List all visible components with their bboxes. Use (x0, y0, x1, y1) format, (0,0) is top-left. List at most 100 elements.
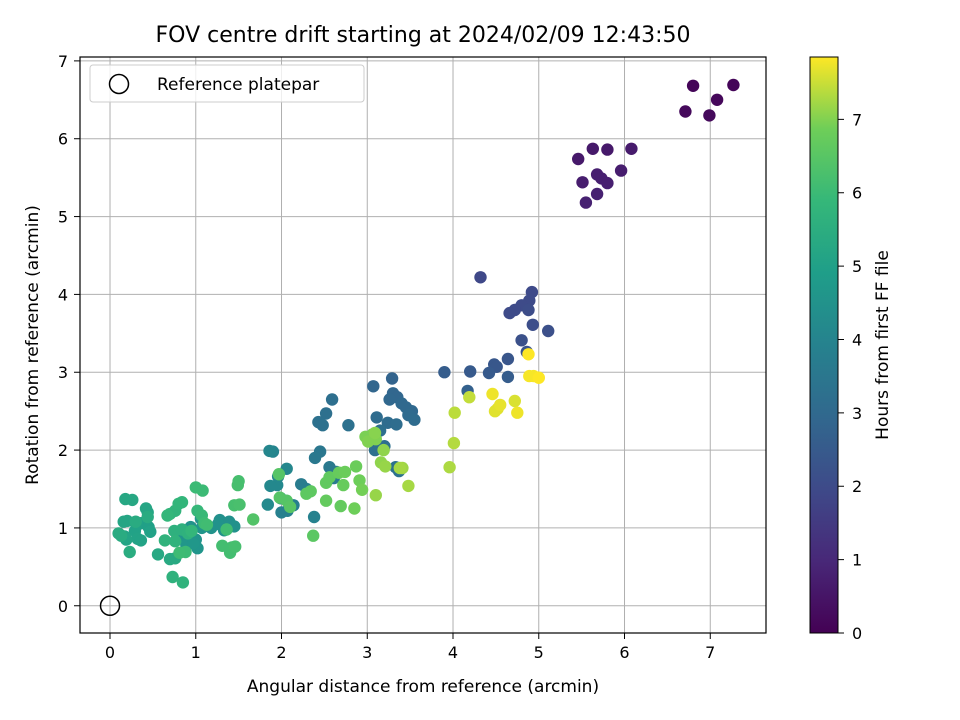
data-point (710, 93, 724, 107)
data-point (393, 461, 406, 475)
data-point (368, 443, 382, 457)
data-point (141, 510, 154, 524)
legend: Reference platepar (89, 64, 365, 103)
data-point (370, 411, 383, 424)
data-point (579, 196, 593, 209)
y-tick-label: 7 (58, 52, 68, 71)
data-point (383, 393, 396, 406)
data-point (515, 334, 528, 347)
data-point (601, 143, 614, 156)
plot-grid (80, 57, 766, 633)
data-point (307, 529, 320, 542)
plot-points (112, 78, 740, 589)
data-point (369, 489, 382, 502)
data-point (526, 318, 539, 331)
data-point (325, 393, 339, 406)
data-point (367, 380, 380, 393)
data-point (614, 164, 628, 177)
data-point (342, 419, 355, 432)
data-point (337, 478, 350, 492)
data-point (308, 451, 322, 465)
colorbar-tick-label: 2 (852, 477, 862, 496)
colorbar-tick-label: 0 (852, 624, 862, 643)
colorbar-tick-label: 7 (852, 110, 862, 129)
data-point (443, 461, 456, 474)
data-point (134, 534, 148, 547)
x-tick-label: 3 (362, 643, 372, 662)
x-tick-label: 7 (705, 643, 715, 662)
x-tick-label: 1 (191, 643, 201, 662)
data-point (323, 471, 336, 484)
colorbar-tick-label: 1 (852, 551, 862, 570)
colorbar-tick-label: 3 (852, 404, 862, 423)
data-point (447, 436, 461, 450)
y-tick-label: 4 (58, 285, 68, 304)
data-point (233, 498, 246, 511)
data-point (501, 352, 515, 366)
data-point (175, 496, 189, 509)
colorbar-ticks: 0 1 2 3 4 5 6 7 (838, 110, 862, 643)
data-point (402, 479, 415, 493)
data-point (151, 548, 165, 561)
data-point (625, 142, 638, 155)
data-point (448, 406, 461, 419)
data-point (679, 105, 692, 118)
data-point (501, 370, 515, 384)
data-point (263, 444, 276, 458)
data-point (385, 372, 399, 385)
data-point (187, 537, 200, 550)
chart-title: FOV centre drift starting at 2024/02/09 … (156, 23, 691, 48)
data-point (572, 152, 585, 166)
data-point (503, 306, 516, 320)
data-point (316, 419, 329, 432)
data-point (338, 465, 352, 479)
data-point (176, 576, 190, 589)
data-point (379, 460, 392, 473)
colorbar-label: Hours from first FF file (873, 250, 893, 440)
x-tick-label: 6 (619, 643, 629, 662)
data-point (319, 407, 333, 420)
y-axis-label: Rotation from reference (arcmin) (23, 205, 43, 485)
x-tick-label: 5 (534, 643, 544, 662)
data-point (229, 540, 242, 553)
data-point (532, 371, 545, 384)
data-point (511, 406, 524, 419)
data-point (247, 513, 260, 526)
data-point (119, 492, 132, 506)
data-point (117, 515, 130, 528)
data-point (522, 303, 535, 317)
data-point (353, 474, 366, 487)
y-tick-label: 0 (58, 597, 68, 616)
y-tick-label: 2 (58, 441, 68, 460)
data-point (464, 365, 477, 378)
data-point (727, 78, 740, 92)
data-point (542, 324, 555, 338)
data-point (590, 187, 604, 201)
legend-label: Reference platepar (157, 75, 319, 95)
y-tick-label: 5 (58, 208, 68, 227)
y-tick-label: 6 (58, 130, 68, 149)
legend-box (89, 64, 365, 103)
data-point (161, 509, 174, 522)
data-point (348, 502, 361, 515)
colorbar-tick-label: 6 (852, 184, 862, 203)
x-tick-label: 0 (105, 643, 115, 662)
x-tick-label: 2 (276, 643, 286, 662)
data-point (355, 483, 369, 496)
data-point (522, 348, 535, 361)
x-axis-ticks: 0 1 2 3 4 5 6 7 (105, 633, 715, 662)
data-point (307, 510, 321, 524)
data-point (232, 475, 245, 488)
colorbar-tick-label: 5 (852, 257, 862, 276)
data-point (334, 499, 347, 513)
data-point (129, 515, 142, 528)
data-point (200, 518, 214, 531)
y-tick-label: 3 (58, 363, 68, 382)
data-point (377, 443, 390, 457)
data-point (123, 545, 136, 559)
data-point (216, 539, 229, 552)
data-point (368, 426, 382, 440)
data-point (438, 366, 451, 379)
data-point (576, 176, 589, 189)
